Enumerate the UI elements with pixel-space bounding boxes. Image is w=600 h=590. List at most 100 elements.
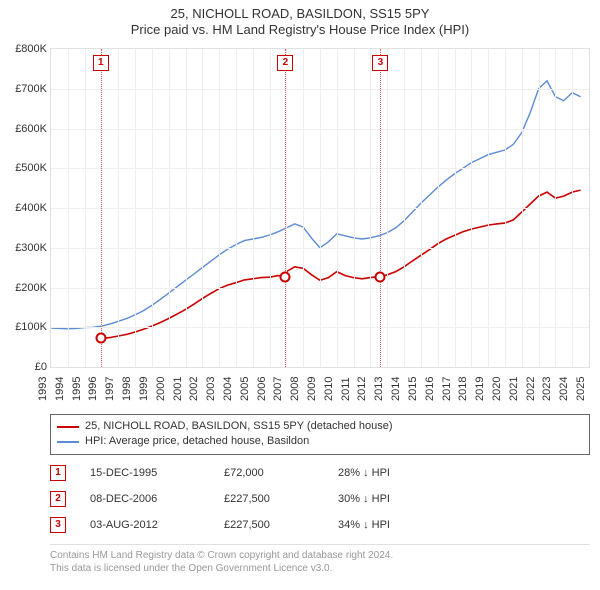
transaction-row: 2 08-DEC-2006 £227,500 30% ↓ HPI — [50, 486, 590, 512]
transaction-delta: 28% ↓ HPI — [338, 467, 458, 479]
gridline-vertical — [387, 49, 388, 367]
transaction-marker-dot — [375, 271, 386, 282]
transaction-number-box: 2 — [50, 491, 66, 507]
chart-titles: 25, NICHOLL ROAD, BASILDON, SS15 5PY Pri… — [0, 0, 600, 39]
transaction-marker-line — [101, 49, 102, 367]
y-axis-tick-label: £500K — [5, 162, 47, 174]
legend-swatch — [57, 426, 79, 428]
gridline-vertical — [320, 49, 321, 367]
x-axis-tick-label: 1995 — [71, 361, 83, 401]
y-axis-tick-label: £800K — [5, 43, 47, 55]
x-axis-tick-label: 2016 — [424, 361, 436, 401]
y-axis-tick-label: £200K — [5, 282, 47, 294]
x-axis-tick-label: 2003 — [205, 361, 217, 401]
x-axis-tick-label: 2022 — [525, 361, 537, 401]
gridline-vertical — [572, 49, 573, 367]
x-axis-tick-label: 1998 — [121, 361, 133, 401]
transaction-marker-box: 2 — [277, 55, 293, 71]
series-hpi — [51, 81, 581, 329]
title-line-1: 25, NICHOLL ROAD, BASILDON, SS15 5PY — [0, 6, 600, 22]
footer-attribution: Contains HM Land Registry data © Crown c… — [50, 544, 590, 575]
x-axis-tick-label: 2024 — [558, 361, 570, 401]
x-axis-tick-label: 1997 — [104, 361, 116, 401]
x-axis-tick-label: 2011 — [340, 361, 352, 401]
legend-swatch — [57, 441, 79, 443]
transaction-number-box: 3 — [50, 517, 66, 533]
gridline-vertical — [438, 49, 439, 367]
transaction-marker-dot — [95, 333, 106, 344]
x-axis-tick-label: 2001 — [172, 361, 184, 401]
transaction-price: £72,000 — [224, 467, 314, 479]
gridline-vertical — [85, 49, 86, 367]
footer-line-2: This data is licensed under the Open Gov… — [50, 562, 590, 575]
gridline-vertical — [471, 49, 472, 367]
legend-label: HPI: Average price, detached house, Basi… — [85, 434, 309, 449]
x-axis-tick-label: 2025 — [575, 361, 587, 401]
gridline-vertical — [337, 49, 338, 367]
transaction-date: 15-DEC-1995 — [90, 467, 200, 479]
x-axis-tick-label: 2002 — [188, 361, 200, 401]
x-axis-tick-label: 1996 — [87, 361, 99, 401]
gridline-vertical — [421, 49, 422, 367]
gridline-vertical — [202, 49, 203, 367]
x-axis-tick-label: 2013 — [373, 361, 385, 401]
transaction-marker-line — [285, 49, 286, 367]
y-axis-tick-label: £600K — [5, 123, 47, 135]
gridline-vertical — [135, 49, 136, 367]
transaction-delta: 34% ↓ HPI — [338, 519, 458, 531]
gridline-vertical — [169, 49, 170, 367]
x-axis-tick-label: 1999 — [138, 361, 150, 401]
x-axis-tick-label: 1993 — [37, 361, 49, 401]
x-axis-tick-label: 2015 — [407, 361, 419, 401]
transactions-table: 1 15-DEC-1995 £72,000 28% ↓ HPI 2 08-DEC-2006… — [50, 460, 590, 538]
x-axis-tick-label: 2017 — [441, 361, 453, 401]
gridline-vertical — [539, 49, 540, 367]
x-axis-tick-label: 2018 — [457, 361, 469, 401]
transaction-price: £227,500 — [224, 519, 314, 531]
gridline-vertical — [505, 49, 506, 367]
x-axis-tick-label: 2008 — [289, 361, 301, 401]
gridline-vertical — [118, 49, 119, 367]
gridline-vertical — [253, 49, 254, 367]
gridline-vertical — [286, 49, 287, 367]
x-axis-tick-label: 2021 — [508, 361, 520, 401]
y-axis-tick-label: £100K — [5, 321, 47, 333]
y-axis-tick-label: £300K — [5, 242, 47, 254]
x-axis-tick-label: 1994 — [54, 361, 66, 401]
x-axis-tick-label: 2006 — [256, 361, 268, 401]
legend-item: 25, NICHOLL ROAD, BASILDON, SS15 5PY (de… — [57, 419, 583, 434]
transaction-number-box: 1 — [50, 465, 66, 481]
transaction-marker-box: 3 — [372, 55, 388, 71]
transaction-price: £227,500 — [224, 493, 314, 505]
x-axis-tick-label: 2010 — [323, 361, 335, 401]
gridline-vertical — [404, 49, 405, 367]
transaction-date: 03-AUG-2012 — [90, 519, 200, 531]
title-line-2: Price paid vs. HM Land Registry's House … — [0, 22, 600, 38]
x-axis-tick-label: 2014 — [390, 361, 402, 401]
gridline-vertical — [186, 49, 187, 367]
x-axis-tick-label: 2007 — [272, 361, 284, 401]
footer-line-1: Contains HM Land Registry data © Crown c… — [50, 549, 590, 562]
y-axis-tick-label: £400K — [5, 202, 47, 214]
gridline-vertical — [236, 49, 237, 367]
y-axis-tick-label: £700K — [5, 83, 47, 95]
x-axis-tick-label: 2009 — [306, 361, 318, 401]
x-axis-tick-label: 2000 — [155, 361, 167, 401]
gridline-vertical — [555, 49, 556, 367]
gridline-vertical — [219, 49, 220, 367]
gridline-vertical — [455, 49, 456, 367]
transaction-date: 08-DEC-2006 — [90, 493, 200, 505]
gridline-vertical — [68, 49, 69, 367]
gridline-vertical — [488, 49, 489, 367]
gridline-vertical — [354, 49, 355, 367]
transaction-delta: 30% ↓ HPI — [338, 493, 458, 505]
x-axis-tick-label: 2004 — [222, 361, 234, 401]
transaction-marker-line — [380, 49, 381, 367]
x-axis-tick-label: 2012 — [356, 361, 368, 401]
x-axis-tick-label: 2020 — [491, 361, 503, 401]
gridline-vertical — [270, 49, 271, 367]
transaction-marker-dot — [280, 271, 291, 282]
legend-item: HPI: Average price, detached house, Basi… — [57, 434, 583, 449]
gridline-vertical — [370, 49, 371, 367]
transaction-row: 1 15-DEC-1995 £72,000 28% ↓ HPI — [50, 460, 590, 486]
